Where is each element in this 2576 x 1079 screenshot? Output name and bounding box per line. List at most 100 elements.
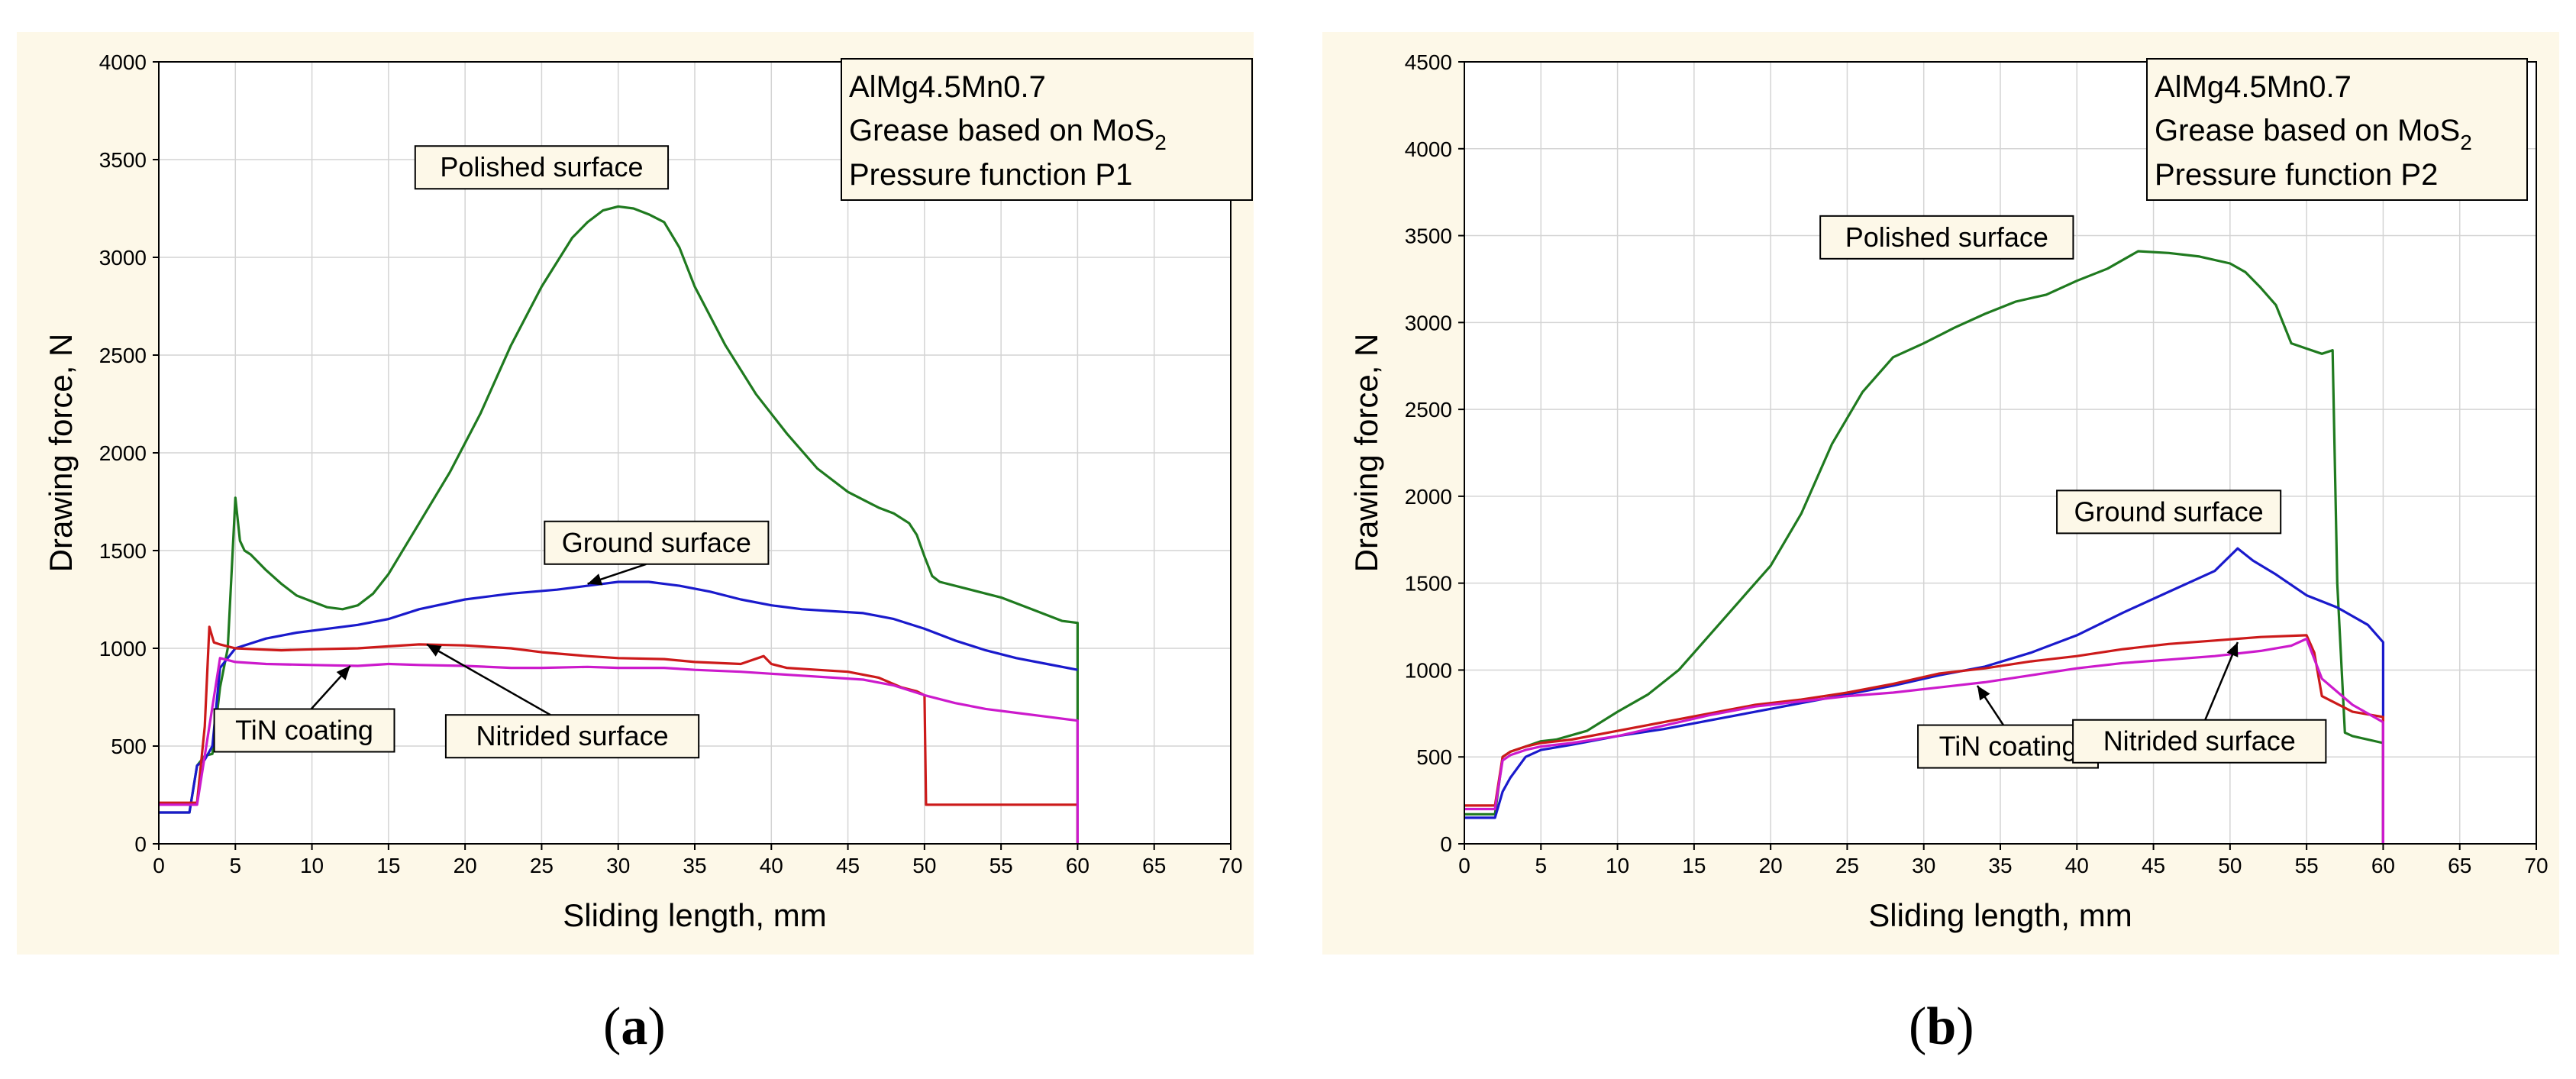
annotation-label-tin-coating: TiN coating — [235, 715, 373, 746]
x-tick-label: 35 — [1988, 854, 2012, 877]
annotation-label-nitrided-surface: Nitrided surface — [476, 720, 668, 751]
x-tick-label: 0 — [1458, 854, 1470, 877]
annotation-box — [1819, 215, 2074, 260]
y-tick-label: 0 — [134, 832, 147, 856]
x-tick-label: 20 — [1759, 854, 1783, 877]
y-tick-label: 4000 — [99, 50, 147, 74]
x-tick-label: 10 — [300, 854, 324, 877]
y-tick-label: 2500 — [99, 344, 147, 367]
x-tick-label: 55 — [2295, 854, 2319, 877]
series-line-tin-coating — [1464, 637, 2384, 844]
annotation-arrow — [426, 643, 551, 716]
y-tick-label: 0 — [1440, 832, 1452, 856]
y-tick-label: 1000 — [99, 637, 147, 661]
annotation-arrowhead — [336, 666, 350, 680]
x-tick-label: 45 — [2142, 854, 2165, 877]
info-box — [841, 58, 1253, 201]
x-tick-label: 30 — [1912, 854, 1935, 877]
x-tick-label: 25 — [1835, 854, 1859, 877]
x-tick-label: 15 — [376, 854, 400, 877]
annotation-label-nitrided-surface: Nitrided surface — [2103, 725, 2296, 757]
series-line-nitrided-surface — [1464, 634, 2384, 844]
series-line-polished-surface — [1464, 250, 2384, 844]
x-tick-label: 15 — [1682, 854, 1706, 877]
subfigure-letter-a: a — [621, 997, 648, 1056]
annotation-arrowhead — [587, 573, 603, 586]
x-tick-label: 20 — [454, 854, 477, 877]
x-axis-title: Sliding length, mm — [1868, 897, 2132, 933]
series-line-polished-surface — [159, 205, 1079, 844]
annotation-arrowhead — [2226, 642, 2239, 657]
x-tick-label: 0 — [153, 854, 165, 877]
annotation-box — [1917, 724, 2099, 769]
info-box-line2: Grease based on MoS2 — [2155, 114, 2472, 154]
info-box-subscript: 2 — [1154, 131, 1167, 154]
y-tick-label: 4000 — [1405, 137, 1452, 161]
y-axis-title: Drawing force, N — [43, 334, 79, 573]
chart-b-svg: 0 5 10 15 20 25 30 35 40 45 50 55 60 65 70 0 500 1000 1500… — [1348, 50, 2549, 933]
x-tick-label: 30 — [606, 854, 630, 877]
x-tick-label: 40 — [760, 854, 783, 877]
x-tick-label: 5 — [229, 854, 241, 877]
y-tick-label: 2500 — [1405, 398, 1452, 422]
y-tick-label: 3000 — [1405, 311, 1452, 334]
subfigure-label-b: (b) — [1909, 997, 1974, 1056]
x-tick-label: 45 — [836, 854, 860, 877]
series-line-ground-surface — [159, 580, 1078, 814]
x-tick-label: 10 — [1606, 854, 1629, 877]
chart-panel-a: 0 5 10 15 20 25 30 35 40 45 50 55 60 65 70 0 500 1000 1500… — [17, 32, 1254, 955]
annotation-box — [414, 145, 670, 190]
info-box-line3: Pressure function P2 — [2155, 158, 2438, 192]
info-box-line2: Grease based on MoS2 — [849, 114, 1167, 154]
info-box-subscript: 2 — [2460, 131, 2472, 154]
x-tick-label: 25 — [530, 854, 554, 877]
x-tick-label: 60 — [1066, 854, 1089, 877]
chart-panel-b: 0 5 10 15 20 25 30 35 40 45 50 55 60 65 70 0 500 1000 1500… — [1322, 32, 2559, 955]
y-tick-label: 3000 — [99, 246, 147, 270]
series-line-nitrided-surface — [159, 625, 1079, 844]
series-line-tin-coating — [159, 657, 1079, 844]
y-tick-label: 1500 — [99, 539, 147, 563]
y-tick-label: 3500 — [1405, 225, 1452, 248]
x-tick-label: 70 — [2524, 854, 2548, 877]
y-tick-label: 500 — [111, 735, 147, 758]
x-tick-label: 60 — [2371, 854, 2395, 877]
x-tick-label: 65 — [1142, 854, 1166, 877]
subfigure-letter-b: b — [1926, 997, 1957, 1056]
annotation-arrowhead — [1977, 685, 1990, 701]
y-tick-label: 2000 — [99, 441, 147, 465]
x-tick-label: 50 — [2218, 854, 2242, 877]
x-tick-label: 35 — [683, 854, 706, 877]
x-tick-label: 50 — [912, 854, 936, 877]
y-tick-label: 1500 — [1405, 572, 1452, 596]
subfigure-label-a: (a) — [603, 997, 666, 1056]
annotation-box — [2056, 489, 2282, 535]
y-tick-label: 500 — [1416, 745, 1452, 769]
annotation-label-ground-surface: Ground surface — [562, 527, 751, 558]
annotation-box — [213, 708, 395, 753]
chart-a-svg: 0 5 10 15 20 25 30 35 40 45 50 55 60 65 70 0 500 1000 1500… — [43, 50, 1253, 933]
info-box-line1: AlMg4.5Mn0.7 — [2155, 70, 2352, 104]
annotation-label-tin-coating: TiN coating — [1939, 731, 2077, 762]
info-box-line3: Pressure function P1 — [849, 158, 1132, 192]
y-tick-label: 3500 — [99, 148, 147, 172]
y-axis-title: Drawing force, N — [1348, 334, 1384, 573]
annotation-arrow — [2204, 641, 2239, 721]
annotation-box — [2072, 719, 2327, 764]
x-tick-label: 70 — [1219, 854, 1242, 877]
y-tick-label: 4500 — [1405, 50, 1452, 74]
x-tick-label: 5 — [1535, 854, 1547, 877]
y-tick-label: 2000 — [1405, 485, 1452, 509]
series-line-ground-surface — [1464, 547, 2384, 844]
annotation-label-ground-surface: Ground surface — [2074, 496, 2264, 527]
annotation-arrowhead — [427, 644, 442, 657]
x-tick-label: 40 — [2065, 854, 2089, 877]
annotation-label-polished-surface: Polished surface — [440, 151, 643, 183]
x-tick-label: 55 — [989, 854, 1013, 877]
annotation-box — [544, 520, 770, 565]
y-tick-label: 1000 — [1405, 658, 1452, 682]
x-axis-title: Sliding length, mm — [563, 897, 827, 933]
info-box — [2146, 58, 2528, 201]
info-box-line1: AlMg4.5Mn0.7 — [849, 70, 1046, 104]
annotation-box — [444, 714, 700, 759]
